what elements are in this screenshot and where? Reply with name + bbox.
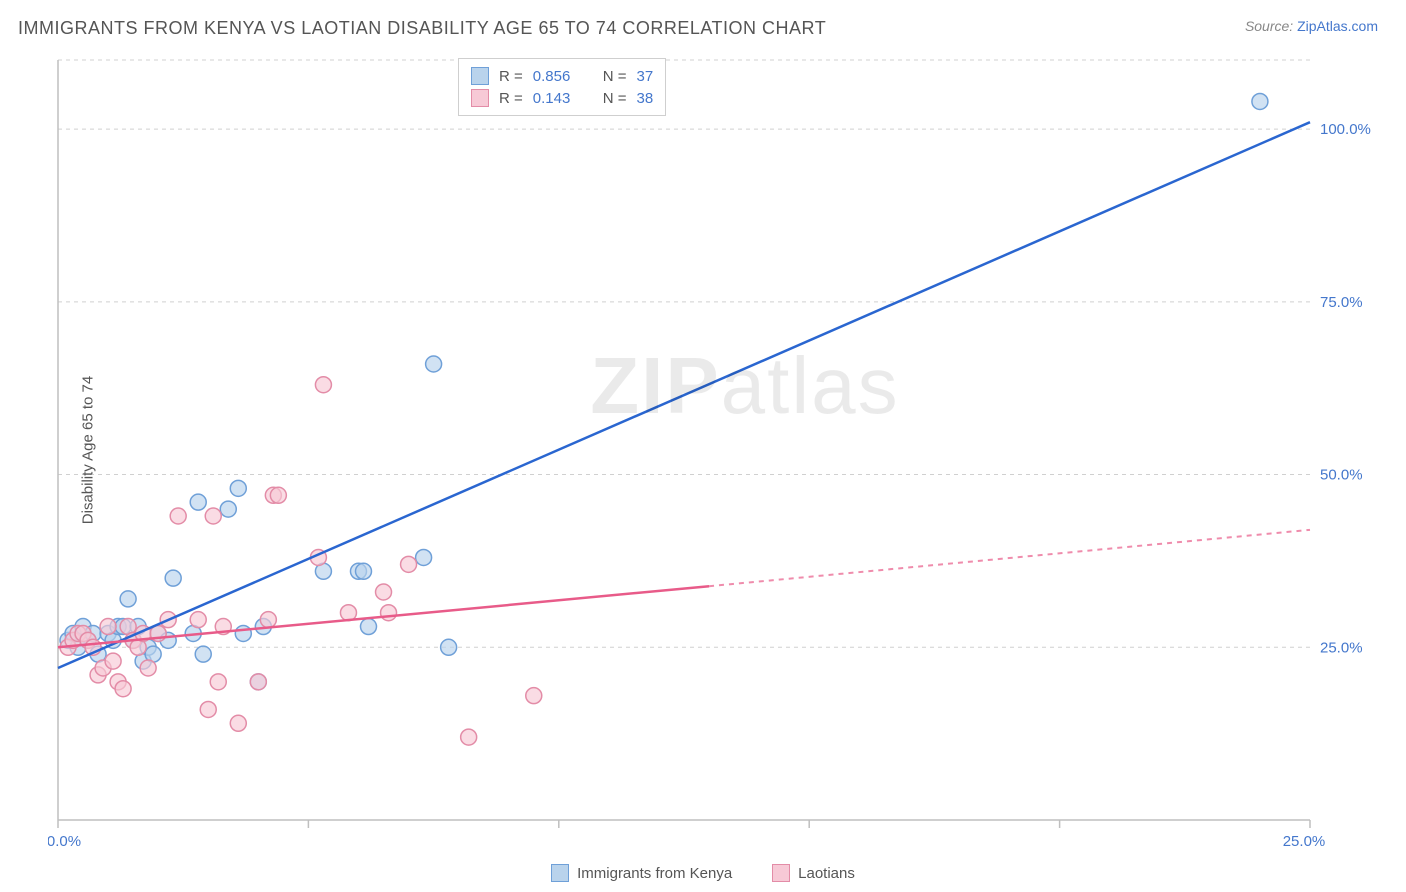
data-point [250, 674, 266, 690]
data-point [376, 584, 392, 600]
r-label: R = [499, 90, 523, 107]
data-point [426, 356, 442, 372]
data-point [235, 625, 251, 641]
data-point [416, 549, 432, 565]
stat-legend-row: R = 0.143 N = 38 [471, 87, 653, 109]
svg-text:25.0%: 25.0% [1320, 639, 1363, 656]
data-point [315, 377, 331, 393]
legend-swatch [551, 864, 569, 882]
svg-text:75.0%: 75.0% [1320, 294, 1363, 311]
data-point [526, 688, 542, 704]
stat-legend: R = 0.856 N = 37 R = 0.143 N = 38 [458, 58, 666, 116]
data-point [441, 639, 457, 655]
source-prefix: Source: [1245, 18, 1297, 34]
scatter-chart: 25.0% 50.0% 75.0% 100.0% 0.0% 25.0% [48, 50, 1380, 850]
data-point [210, 674, 226, 690]
legend-label: Laotians [798, 865, 855, 882]
data-point [1252, 93, 1268, 109]
data-point [195, 646, 211, 662]
data-point [170, 508, 186, 524]
data-point [200, 701, 216, 717]
data-point [190, 494, 206, 510]
data-point [270, 487, 286, 503]
series-legend: Immigrants from Kenya Laotians [0, 864, 1406, 882]
legend-swatch [471, 89, 489, 107]
data-point [205, 508, 221, 524]
data-point [105, 653, 121, 669]
n-label: N = [603, 90, 627, 107]
legend-swatch [772, 864, 790, 882]
r-value: 0.856 [533, 68, 593, 85]
r-value: 0.143 [533, 90, 593, 107]
data-point [100, 619, 116, 635]
source-label: Source: ZipAtlas.com [1245, 18, 1378, 34]
stat-legend-row: R = 0.856 N = 37 [471, 65, 653, 87]
legend-swatch [471, 67, 489, 85]
trendline [58, 122, 1310, 668]
data-point [120, 591, 136, 607]
data-point [260, 612, 276, 628]
n-value: 37 [637, 68, 654, 85]
chart-title: IMMIGRANTS FROM KENYA VS LAOTIAN DISABIL… [18, 18, 826, 39]
chart-area: Disability Age 65 to 74 25.0% 50.0% 75.0% 1… [48, 50, 1380, 850]
trendline-extrapolated [709, 530, 1310, 586]
svg-text:0.0%: 0.0% [48, 833, 81, 850]
data-point [115, 681, 131, 697]
data-point [381, 605, 397, 621]
data-point [230, 480, 246, 496]
source-link[interactable]: ZipAtlas.com [1297, 18, 1378, 34]
data-point [461, 729, 477, 745]
data-point [355, 563, 371, 579]
svg-text:50.0%: 50.0% [1320, 467, 1363, 484]
r-label: R = [499, 68, 523, 85]
svg-text:25.0%: 25.0% [1283, 833, 1326, 850]
data-point [220, 501, 236, 517]
n-value: 38 [637, 90, 654, 107]
data-point [140, 660, 156, 676]
legend-item: Immigrants from Kenya [551, 864, 732, 882]
n-label: N = [603, 68, 627, 85]
legend-item: Laotians [772, 864, 855, 882]
data-point [360, 619, 376, 635]
data-point [165, 570, 181, 586]
data-point [401, 556, 417, 572]
data-point [190, 612, 206, 628]
legend-label: Immigrants from Kenya [577, 865, 732, 882]
svg-text:100.0%: 100.0% [1320, 121, 1371, 138]
y-axis-label: Disability Age 65 to 74 [80, 376, 97, 524]
data-point [230, 715, 246, 731]
